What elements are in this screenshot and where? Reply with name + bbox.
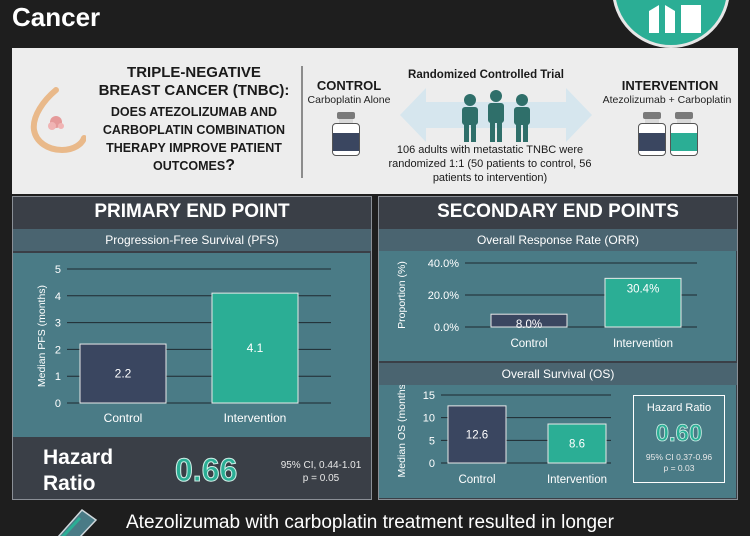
randomization-arrow-icon bbox=[400, 88, 592, 142]
page-title: Cancer bbox=[12, 2, 101, 32]
pfs-ytick-label: 4 bbox=[55, 291, 61, 303]
pfs-bar-intervention bbox=[211, 292, 299, 404]
carboplatin-vial-icon bbox=[332, 112, 360, 156]
pfs-value-label-control: 2.2 bbox=[115, 367, 132, 381]
os-category-label-control: Control bbox=[458, 474, 495, 486]
hazard-ratio-value: 0.66 bbox=[174, 452, 238, 489]
orr-ytick-label: 0.0% bbox=[434, 322, 459, 334]
orr-category-label-intervention: Intervention bbox=[613, 338, 673, 350]
breast-ribbon-icon bbox=[30, 87, 86, 154]
intervention-title: INTERVENTION bbox=[621, 78, 719, 93]
orr-ytick-label: 20.0% bbox=[428, 290, 459, 302]
trial-title: Randomized Controlled Trial bbox=[408, 69, 564, 81]
os-ytick-label: 10 bbox=[423, 413, 435, 425]
os-ytick-label: 0 bbox=[429, 458, 435, 470]
control-title: CONTROL bbox=[316, 78, 382, 93]
header: Cancer bbox=[0, 0, 750, 48]
logo-icon bbox=[649, 5, 701, 33]
question-mark: ? bbox=[225, 157, 235, 174]
control-subtitle: Carboplatin Alone bbox=[307, 94, 391, 106]
orr-bar-control bbox=[490, 313, 568, 328]
pfs-chart: 0 1 2 3 4 5 Median PFS (months) 2.2 Control 4.1 In… bbox=[36, 264, 331, 425]
os-bar-intervention bbox=[547, 423, 607, 464]
intervention-subtitle: Atezolizumab + Carboplatin bbox=[602, 94, 732, 106]
primary-heading: PRIMARY END POINT bbox=[94, 201, 290, 222]
pfs-value-label-intervention: 4.1 bbox=[247, 341, 264, 355]
pfs-category-label-intervention: Intervention bbox=[224, 411, 287, 425]
orr-category-label-control: Control bbox=[510, 338, 547, 350]
pfs-ytick-label: 0 bbox=[55, 398, 61, 410]
os-hazard-p-value: p = 0.03 bbox=[663, 463, 695, 473]
hazard-ratio-label: Hazard Ratio bbox=[43, 445, 113, 497]
os-chart-title: Overall Survival (OS) bbox=[379, 363, 737, 385]
orr-value-label-control: 8.0% bbox=[516, 319, 542, 331]
conclusion-text: Atezolizumab with carboplatin treatment … bbox=[126, 512, 614, 533]
pfs-chart-area: 0 1 2 3 4 5 Median PFS (months) 2.2 Control 4.1 In… bbox=[13, 253, 370, 437]
question-title: TRIPLE-NEGATIVE BREAST CANCER (TNBC): bbox=[98, 64, 290, 99]
os-category-label-intervention: Intervention bbox=[547, 474, 607, 486]
journal-logo bbox=[612, 0, 730, 48]
pfs-ytick-label: 1 bbox=[55, 371, 61, 383]
orr-bar-intervention bbox=[604, 277, 682, 328]
carboplatin-vial-icon-2 bbox=[670, 112, 698, 156]
pfs-bar-control bbox=[79, 343, 167, 404]
primary-endpoint-panel: PRIMARY END POINT Progression-Free Survi… bbox=[12, 196, 372, 500]
trial-description: 106 adults with metastatic TNBC were ran… bbox=[388, 144, 592, 184]
secondary-heading: SECONDARY END POINTS bbox=[437, 201, 679, 222]
pfs-ylabel: Median PFS (months) bbox=[36, 285, 48, 387]
pfs-ytick-label: 3 bbox=[55, 318, 61, 330]
os-hazard-ci: 95% CI 0.37-0.96 p = 0.03 bbox=[634, 452, 724, 474]
hazard-label-line2: Ratio bbox=[43, 472, 96, 495]
os-ylabel: Median OS (months) bbox=[396, 385, 408, 477]
pfs-category-label-control: Control bbox=[104, 411, 143, 425]
os-chart-area: 0 5 10 15 Median OS (months) 12.6 Control 8.6 In… bbox=[379, 381, 736, 498]
hazard-ci-text: 95% CI, 0.44-1.01 bbox=[280, 460, 362, 471]
os-hazard-ratio-box: Hazard Ratio 0.60 95% CI 0.37-0.96 p = 0… bbox=[633, 395, 725, 483]
pfs-ytick-label: 2 bbox=[55, 344, 61, 356]
study-overview: TRIPLE-NEGATIVE BREAST CANCER (TNBC): DO… bbox=[12, 48, 738, 194]
os-hazard-title: Hazard Ratio bbox=[646, 402, 712, 414]
divider bbox=[301, 66, 303, 178]
syringe-icon bbox=[57, 508, 98, 536]
conclusion-banner: Atezolizumab with carboplatin treatment … bbox=[12, 504, 738, 536]
os-hazard-value: 0.60 bbox=[655, 420, 703, 448]
question-subtitle: DOES ATEZOLIZUMAB AND CARBOPLATIN COMBIN… bbox=[96, 103, 292, 175]
orr-ytick-label: 40.0% bbox=[428, 258, 459, 270]
pfs-chart-title: Progression-Free Survival (PFS) bbox=[13, 229, 371, 251]
pfs-ytick-label: 5 bbox=[55, 264, 61, 276]
os-chart: 0 5 10 15 Median OS (months) 12.6 Control 8.6 In… bbox=[396, 381, 611, 486]
orr-chart-area: 0.0% 20.0% 40.0% Proportion (%) 8.0% Control 3… bbox=[379, 251, 736, 361]
os-bar-control bbox=[447, 405, 507, 464]
orr-ylabel: Proportion (%) bbox=[396, 261, 408, 329]
os-value-label-intervention: 8.6 bbox=[569, 439, 585, 451]
os-ytick-label: 5 bbox=[429, 435, 435, 447]
os-ytick-label: 15 bbox=[423, 390, 435, 402]
orr-value-label-intervention: 30.4% bbox=[627, 283, 660, 295]
atezolizumab-vial-icon bbox=[638, 112, 666, 156]
os-value-label-control: 12.6 bbox=[466, 429, 488, 441]
orr-chart-title: Overall Response Rate (ORR) bbox=[379, 229, 737, 251]
secondary-endpoints-panel: SECONDARY END POINTS Overall Response Ra… bbox=[378, 196, 738, 500]
hazard-ratio-ci: 95% CI, 0.44-1.01 p = 0.05 bbox=[271, 459, 371, 485]
hazard-p-value: p = 0.05 bbox=[302, 473, 340, 484]
os-hazard-ci-text: 95% CI 0.37-0.96 bbox=[645, 452, 713, 462]
hazard-label-line1: Hazard bbox=[43, 446, 114, 469]
orr-chart: 0.0% 20.0% 40.0% Proportion (%) 8.0% Control 3… bbox=[396, 258, 697, 350]
question-text: DOES ATEZOLIZUMAB AND CARBOPLATIN COMBIN… bbox=[102, 105, 286, 173]
